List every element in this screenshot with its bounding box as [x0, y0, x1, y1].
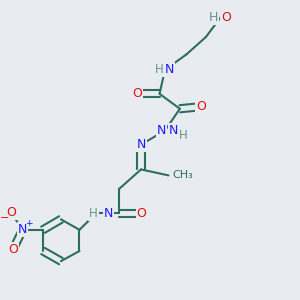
Text: N: N	[104, 207, 113, 220]
Text: N: N	[157, 124, 166, 137]
Text: +: +	[26, 219, 33, 228]
Text: H: H	[209, 11, 218, 23]
Text: O: O	[6, 206, 16, 219]
Text: H: H	[178, 129, 187, 142]
Text: O: O	[137, 207, 147, 220]
Text: O: O	[132, 87, 142, 100]
Text: O: O	[196, 100, 206, 113]
Text: N: N	[136, 138, 146, 151]
Text: −: −	[0, 212, 9, 223]
Text: N: N	[18, 223, 27, 236]
Text: N: N	[165, 63, 174, 76]
Text: O: O	[221, 11, 231, 23]
Text: CH₃: CH₃	[172, 170, 193, 180]
Text: N: N	[169, 124, 178, 137]
Text: H: H	[155, 63, 164, 76]
Text: H: H	[89, 207, 98, 220]
Text: O: O	[8, 243, 18, 256]
